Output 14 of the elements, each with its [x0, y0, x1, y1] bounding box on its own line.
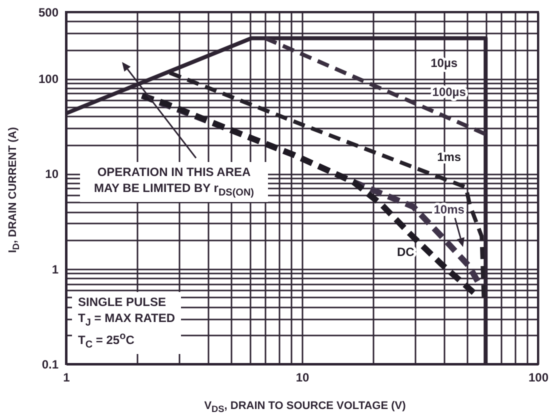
series-label: DC [397, 245, 415, 260]
y-tick-label: 100 [38, 72, 59, 86]
y-tick-label: 10 [45, 167, 59, 182]
y-tick-label: 0.1 [42, 358, 59, 372]
x-tick-label: 10 [296, 370, 310, 384]
annotation: T$_{C}$ = 25$^{o}$C [78, 330, 136, 352]
annotation: OPERATION IN THIS AREA MAY BE LIMITED BY r$_{DS(ON)}$ [80, 162, 268, 202]
x-axis-title: V$_{DS}$, DRAIN TO SOURCE VOLTAGE (V) [204, 400, 406, 414]
y-tick-label: 500 [38, 6, 59, 20]
x-tick-label: 1 [63, 370, 70, 384]
annotation: SINGLE PULSE [78, 294, 168, 310]
y-tick-label: 1 [52, 262, 59, 276]
x-tick-label: 100 [528, 370, 549, 384]
annotation: T$_{J}$ = MAX RATED [78, 310, 176, 330]
